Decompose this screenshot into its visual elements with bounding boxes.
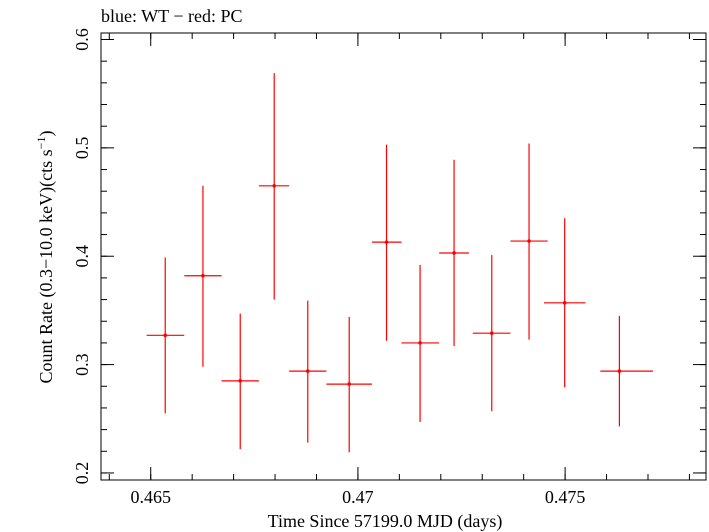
data-point bbox=[600, 315, 653, 427]
y-tick-label: 0.3 bbox=[72, 353, 92, 376]
x-tick-label: 0.475 bbox=[545, 487, 586, 507]
data-point bbox=[401, 264, 440, 423]
data-points bbox=[146, 73, 653, 453]
y-tick-label: 0.4 bbox=[72, 245, 92, 268]
point-marker bbox=[347, 382, 352, 386]
point-marker bbox=[617, 369, 622, 373]
y-axis-label-main: Count Rate (0.3−10.0 keV)(cts s bbox=[36, 149, 57, 383]
data-point bbox=[439, 159, 469, 347]
point-marker bbox=[452, 251, 456, 255]
x-axis-ticks: 0.465 0.47 0.475 bbox=[108, 33, 690, 507]
point-marker bbox=[489, 331, 494, 335]
y-axis-ticks: 0.2 0.3 0.4 0.5 0.6 bbox=[72, 28, 706, 484]
point-marker bbox=[272, 183, 277, 188]
data-point bbox=[510, 143, 548, 340]
data-point bbox=[184, 185, 222, 367]
y-tick-label: 0.6 bbox=[72, 28, 92, 51]
x-tick-label: 0.47 bbox=[342, 487, 374, 507]
x-tick-label: 0.465 bbox=[130, 487, 171, 507]
data-point bbox=[258, 73, 290, 300]
plot-frame bbox=[100, 32, 707, 481]
data-point bbox=[372, 144, 402, 341]
point-marker bbox=[305, 369, 310, 373]
data-point bbox=[289, 300, 327, 443]
y-tick-label: 0.2 bbox=[72, 462, 92, 485]
y-axis-label: Count Rate (0.3−10.0 keV)(cts s−1) bbox=[34, 131, 57, 384]
x-axis-label: Time Since 57199.0 MJD (days) bbox=[268, 511, 503, 532]
data-point bbox=[146, 257, 185, 414]
y-axis-label-superscript: −1 bbox=[34, 137, 48, 150]
point-marker bbox=[562, 301, 567, 305]
point-marker bbox=[238, 379, 243, 383]
chart-title: blue: WT − red: PC bbox=[101, 6, 242, 26]
y-axis-label-end: ) bbox=[36, 131, 57, 137]
data-point bbox=[326, 316, 373, 453]
point-marker bbox=[384, 240, 389, 244]
point-marker bbox=[527, 239, 531, 243]
point-marker bbox=[418, 341, 422, 345]
point-marker bbox=[201, 273, 205, 278]
point-marker bbox=[163, 333, 168, 338]
data-point bbox=[472, 255, 511, 412]
data-point bbox=[221, 313, 259, 450]
y-tick-label: 0.5 bbox=[72, 137, 92, 160]
data-point bbox=[543, 218, 586, 388]
